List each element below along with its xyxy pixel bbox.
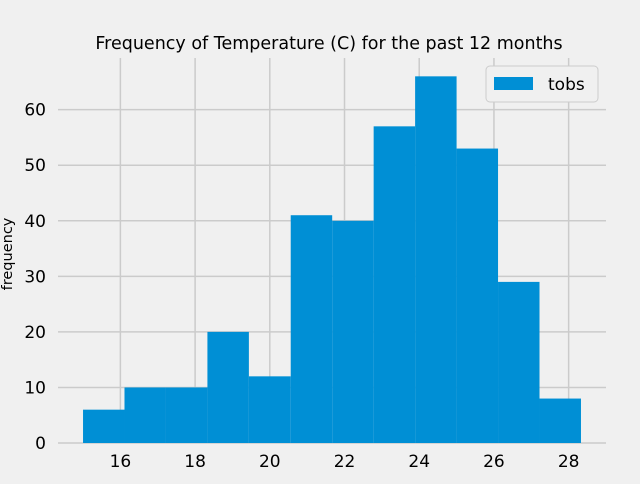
y-tick-label: 40 [24, 212, 46, 232]
bars [83, 76, 581, 444]
x-tick-label: 22 [334, 452, 356, 472]
x-tick-label: 18 [184, 452, 206, 472]
legend-swatch [494, 77, 533, 90]
histogram-bar [248, 376, 291, 443]
x-tick-label: 28 [558, 452, 580, 472]
x-tick-label: 26 [483, 452, 505, 472]
histogram-bar [456, 148, 499, 444]
y-axis-label: frequency [0, 217, 16, 290]
histogram-bar [124, 387, 166, 443]
x-tick-label: 16 [110, 452, 132, 472]
histogram-bar [415, 76, 457, 443]
y-tick-labels: 0 10 20 30 40 50 60 [24, 101, 46, 454]
histogram-bar [373, 126, 416, 443]
y-tick-label: 60 [24, 101, 46, 121]
y-tick-label: 0 [35, 434, 46, 454]
histogram-bar [83, 409, 125, 443]
histogram-bar [207, 331, 249, 443]
legend-label: tobs [548, 75, 585, 95]
legend: tobs [485, 65, 599, 103]
y-tick-label: 50 [24, 156, 46, 176]
y-tick-label: 30 [24, 267, 46, 287]
histogram-bar [498, 281, 540, 443]
chart-title: Frequency of Temperature (C) for the pas… [95, 34, 562, 54]
histogram-bar [539, 398, 581, 443]
histogram-bar [165, 387, 208, 443]
y-tick-label: 20 [24, 323, 46, 343]
x-tick-label: 24 [408, 452, 430, 472]
x-tick-labels: 16 18 20 22 24 26 28 [110, 452, 580, 472]
x-tick-label: 20 [259, 452, 281, 472]
legend-box [485, 65, 599, 103]
histogram-bar [290, 215, 333, 443]
histogram-bar [332, 220, 374, 443]
y-tick-label: 10 [24, 378, 46, 398]
